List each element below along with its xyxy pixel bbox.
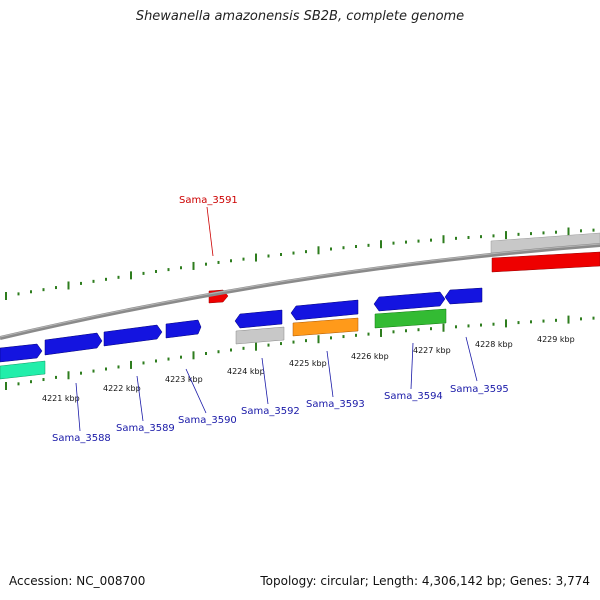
- gene-label-sama-3594[interactable]: Sama_3594: [384, 391, 443, 402]
- leader-sama-3594: [410, 342, 414, 390]
- gene-sama-3588-a[interactable]: [0, 343, 43, 363]
- gene-sama-3593[interactable]: [290, 299, 359, 321]
- scale-label: 4225 kbp: [289, 359, 327, 368]
- label-leader-lines: [75, 206, 478, 432]
- gene-orange[interactable]: [292, 317, 359, 337]
- gene-sama-3592[interactable]: [234, 309, 283, 329]
- scale-label: 4222 kbp: [103, 384, 141, 393]
- scale-label: 4228 kbp: [475, 340, 513, 349]
- gene-label-sama-3595[interactable]: Sama_3595: [450, 384, 509, 395]
- gene-grey-upper[interactable]: [490, 232, 600, 254]
- gene-sama-3594[interactable]: [373, 291, 446, 312]
- leader-sama-3593: [326, 350, 334, 398]
- gene-grey-inner[interactable]: [235, 326, 285, 345]
- scale-label: 4229 kbp: [537, 335, 575, 344]
- gene-sama-3589[interactable]: [103, 324, 163, 347]
- scale-label: 4226 kbp: [351, 352, 389, 361]
- accession-label: Accession: NC_008700: [9, 574, 146, 588]
- genome-backbone-highlight: [0, 243, 600, 338]
- leader-sama-3588: [75, 382, 81, 432]
- gene-sama-3588[interactable]: [44, 332, 103, 356]
- gene-label-sama-3589[interactable]: Sama_3589: [116, 423, 175, 434]
- gene-sama-3590[interactable]: [165, 319, 202, 339]
- scale-label: 4224 kbp: [227, 367, 265, 376]
- upper-tick-track: [5, 227, 595, 300]
- gene-label-sama-3591[interactable]: Sama_3591: [179, 195, 238, 206]
- gene-labels: Sama_3591 Sama_3588 Sama_3589 Sama_3590 …: [52, 195, 509, 444]
- leader-sama-3595: [465, 336, 478, 382]
- genome-summary: Topology: circular; Length: 4,306,142 bp…: [260, 574, 590, 588]
- gene-label-sama-3592[interactable]: Sama_3592: [241, 406, 300, 417]
- map-title: Shewanella amazonensis SB2B, complete ge…: [135, 9, 465, 24]
- leader-sama-3589: [136, 375, 144, 422]
- gene-sama-3595[interactable]: [444, 287, 483, 305]
- gene-label-sama-3593[interactable]: Sama_3593: [306, 399, 365, 410]
- scale-label: 4223 kbp: [165, 375, 203, 384]
- upper-feature-track: [208, 232, 600, 304]
- inner-feature-track: [0, 308, 447, 380]
- scale-label: 4227 kbp: [413, 346, 451, 355]
- scale-labels: 4221 kbp 4222 kbp 4223 kbp 4224 kbp 4225…: [42, 335, 575, 403]
- gene-red-upper[interactable]: [491, 251, 600, 273]
- lower-tick-track: [5, 315, 595, 390]
- gene-green[interactable]: [374, 308, 447, 329]
- gene-label-sama-3590[interactable]: Sama_3590: [178, 415, 237, 426]
- genome-backbone: [0, 243, 600, 340]
- leader-sama-3591: [206, 206, 214, 257]
- leader-sama-3590: [185, 368, 207, 414]
- leader-sama-3592: [261, 357, 269, 405]
- forward-gene-track: [0, 287, 483, 363]
- gene-teal[interactable]: [0, 360, 46, 380]
- scale-label: 4221 kbp: [42, 394, 80, 403]
- gene-label-sama-3588[interactable]: Sama_3588: [52, 433, 111, 444]
